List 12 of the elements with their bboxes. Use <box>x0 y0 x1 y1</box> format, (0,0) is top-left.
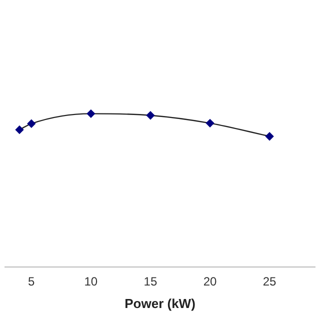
point <box>206 119 214 128</box>
x-tick-label: 10 <box>84 274 98 289</box>
point <box>15 126 24 134</box>
point <box>146 111 155 120</box>
x-tick-label: 5 <box>28 274 36 289</box>
x-tick-label: 15 <box>144 274 158 289</box>
point <box>27 120 36 128</box>
x-tick-label: 25 <box>262 274 277 289</box>
point <box>86 110 96 118</box>
x-tick-label: 20 <box>203 274 218 289</box>
x-axis-title: Power (kW) <box>124 296 196 311</box>
point <box>265 132 274 140</box>
